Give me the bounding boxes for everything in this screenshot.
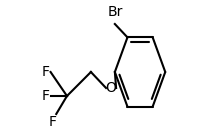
Text: O: O [106, 81, 117, 95]
Text: F: F [42, 89, 49, 103]
Text: F: F [42, 65, 49, 79]
Text: F: F [49, 115, 57, 129]
Text: Br: Br [107, 5, 123, 19]
